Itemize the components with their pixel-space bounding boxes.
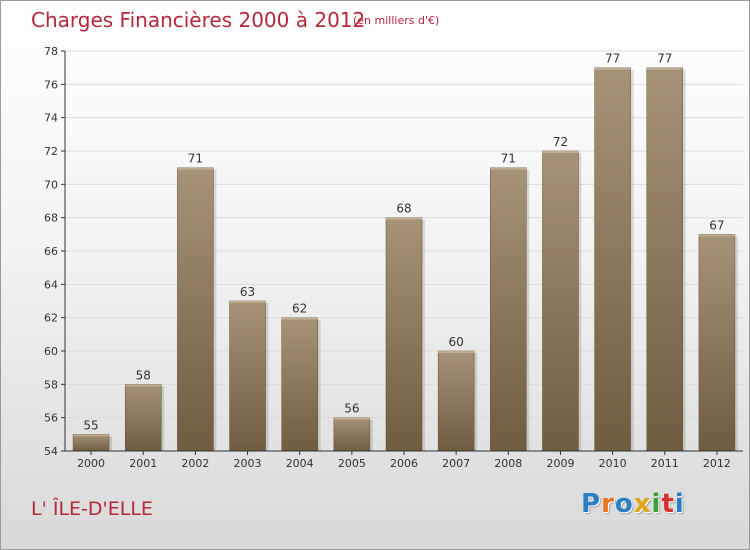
data-label: 56 [344, 402, 359, 416]
commune-name: L' ÎLE-D'ELLE [31, 498, 153, 520]
bar-top-highlight [490, 167, 527, 170]
bar [490, 167, 527, 452]
bar [437, 350, 475, 452]
bar-top-highlight [229, 301, 266, 303]
y-tick-label: 64 [44, 278, 58, 291]
x-tick-label: 2001 [129, 457, 157, 470]
data-label: 71 [501, 152, 516, 166]
bar [124, 384, 162, 452]
bar [542, 150, 579, 452]
y-tick-label: 72 [44, 145, 58, 158]
x-tick-label: 2011 [651, 457, 679, 470]
data-label: 72 [553, 135, 568, 149]
chart-title: Charges Financières 2000 à 2012 [31, 8, 366, 32]
bar [333, 417, 371, 452]
data-label: 68 [396, 202, 411, 216]
bar [281, 317, 318, 452]
bar-top-highlight [73, 434, 110, 437]
data-label: 71 [188, 152, 203, 166]
x-tick-label: 2000 [77, 457, 105, 470]
logo-letter: P [581, 489, 602, 519]
bar-top-highlight [698, 234, 735, 237]
bar [646, 67, 684, 452]
bar-top-highlight [281, 317, 318, 320]
bar [72, 434, 110, 452]
bar-top-highlight [542, 151, 579, 153]
data-label: 58 [136, 368, 151, 382]
bar [177, 167, 214, 452]
y-tick-label: 78 [44, 45, 58, 58]
bar-top-highlight [177, 167, 214, 170]
bar-top-highlight [386, 217, 422, 220]
y-tick-label: 58 [44, 378, 58, 391]
x-tick-label: 2005 [338, 457, 366, 470]
y-tick-label: 74 [44, 112, 58, 125]
logo-letter: o [614, 489, 634, 519]
bar-top-highlight [646, 67, 683, 70]
data-label: 62 [292, 302, 307, 316]
data-label: 55 [83, 418, 98, 432]
data-label: 77 [657, 52, 672, 66]
chart-subtitle: (en milliers d'€) [353, 14, 440, 27]
y-tick-label: 60 [44, 345, 58, 358]
x-tick-label: 2012 [703, 457, 731, 470]
labels: 54 56 58 60 62 64 66 68 70 72 74 76 78 55 2000 58 2001 71… [44, 45, 731, 470]
y-tick-label: 66 [44, 245, 58, 258]
x-tick-label: 2006 [390, 457, 418, 470]
logo-letter: t [661, 489, 675, 519]
y-tick-label: 68 [44, 212, 58, 225]
logo-letter: i [651, 489, 662, 519]
x-tick-label: 2003 [234, 457, 262, 470]
y-tick-label: 62 [44, 312, 58, 325]
y-tick-label: 54 [44, 445, 58, 458]
logo-letter: r [601, 489, 615, 519]
data-label: 63 [240, 285, 255, 299]
logo-letter: i [674, 489, 685, 519]
bar [385, 217, 423, 452]
bar [698, 234, 736, 452]
x-tick-label: 2009 [546, 457, 574, 470]
x-tick-label: 2008 [494, 457, 522, 470]
bar-top-highlight [438, 351, 475, 353]
bars [72, 67, 738, 452]
proxiti-logo: Proxiti [581, 489, 685, 519]
x-tick-label: 2002 [181, 457, 209, 470]
bar-top-highlight [333, 417, 370, 420]
y-tick-label: 70 [44, 178, 58, 191]
bar [229, 300, 266, 452]
y-tick-label: 76 [44, 78, 58, 91]
bar-top-highlight [125, 384, 162, 387]
bar [594, 67, 631, 452]
data-label: 77 [605, 52, 620, 66]
data-label: 67 [709, 218, 724, 232]
axes [61, 50, 743, 455]
x-tick-label: 2004 [286, 457, 314, 470]
bar-top-highlight [594, 67, 631, 70]
logo-letter: x [633, 489, 652, 519]
x-tick-label: 2007 [442, 457, 470, 470]
data-label: 60 [449, 335, 464, 349]
y-tick-label: 56 [44, 412, 58, 425]
x-tick-label: 2010 [599, 457, 627, 470]
